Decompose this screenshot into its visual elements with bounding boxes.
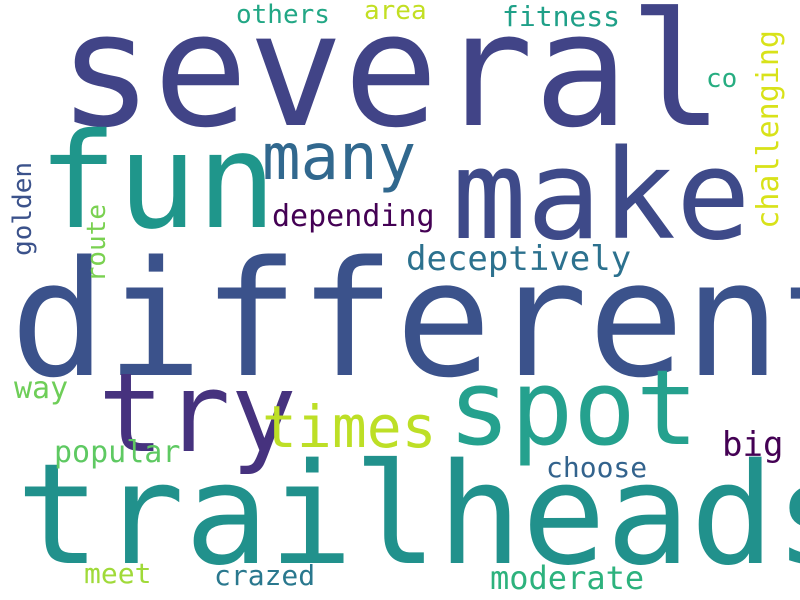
word-area: area bbox=[364, 0, 427, 26]
word-make: make bbox=[452, 124, 751, 268]
word-spot: spot bbox=[448, 347, 699, 469]
word-others: others bbox=[236, 0, 330, 30]
word-fitness: fitness bbox=[502, 0, 621, 33]
word-trailheads: trailheads bbox=[16, 434, 800, 597]
word-meet: meet bbox=[84, 557, 152, 590]
word-different: different bbox=[10, 226, 800, 413]
word-deceptively: deceptively bbox=[406, 239, 632, 279]
word-challenging: challenging bbox=[751, 30, 786, 229]
word-route: route bbox=[82, 204, 112, 283]
word-golden: golden bbox=[8, 162, 38, 256]
word-try: try bbox=[98, 349, 297, 477]
word-moderate: moderate bbox=[490, 559, 645, 597]
word-several: several bbox=[58, 0, 724, 163]
word-depending: depending bbox=[272, 199, 435, 234]
word-co: co bbox=[706, 64, 738, 94]
word-big: big bbox=[722, 425, 784, 465]
word-crazed: crazed bbox=[214, 559, 316, 592]
word-fun: fun bbox=[38, 105, 277, 259]
word-way: way bbox=[14, 371, 69, 406]
word-choose: choose bbox=[546, 451, 648, 484]
word-popular: popular bbox=[54, 435, 181, 470]
word-many: many bbox=[262, 121, 417, 195]
word-times: times bbox=[262, 393, 437, 461]
